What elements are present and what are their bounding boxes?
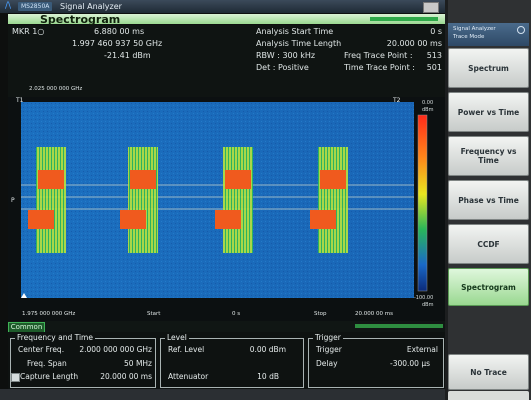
- level-group[interactable]: Level Ref. Level 0.00 dBm Attenuator 10 …: [160, 333, 304, 388]
- header-status-bar: [370, 17, 438, 21]
- detector-readout: Det : Positive: [256, 63, 309, 72]
- trace-marker-t2: T2: [393, 97, 401, 104]
- span-label: Freq. Span: [27, 359, 67, 368]
- softkey-spectrogram[interactable]: Spectrogram: [448, 268, 529, 306]
- softkey-no-trace[interactable]: No Trace: [448, 354, 529, 390]
- measurement-header: Spectrogram: [8, 13, 445, 26]
- center-freq-label: Center Freq.: [18, 345, 65, 354]
- gear-icon[interactable]: [517, 26, 525, 34]
- frequency-time-title: Frequency and Time: [15, 333, 95, 342]
- softkey-power-vs-time[interactable]: Power vs Time: [448, 92, 529, 132]
- marker-readout: MKR 1○ 6.880 00 ms 1.997 460 937 50 GHz …: [8, 25, 445, 97]
- trigger-value: External: [406, 345, 438, 354]
- marker-frequency: 1.997 460 937 50 GHz: [72, 39, 163, 48]
- start-marker-icon: [21, 293, 27, 298]
- softkey-divider: [445, 0, 448, 400]
- common-status-bar: [355, 324, 443, 328]
- softkey-bottom-tab[interactable]: [448, 391, 529, 400]
- marker-time: 6.880 00 ms: [94, 27, 145, 36]
- spectrogram-canvas[interactable]: [8, 97, 445, 321]
- trace-marker-t1: T1: [16, 97, 24, 104]
- settings-panel: Frequency and Time Center Freq. 2.000 00…: [8, 332, 445, 389]
- delay-value: -300.00 µs: [389, 359, 430, 368]
- softkey-phase-vs-time[interactable]: Phase vs Time: [448, 180, 529, 220]
- window-controls-icon[interactable]: [423, 2, 439, 13]
- analysis-start-time-label: Analysis Start Time: [256, 27, 334, 36]
- measurement-title: Spectrogram: [40, 13, 121, 26]
- spectrogram-noise: [21, 102, 414, 298]
- level-title: Level: [165, 333, 189, 342]
- burst-group-4: [310, 147, 348, 253]
- scale-top-unit: dBm: [422, 107, 434, 113]
- ref-level-label: Ref. Level: [168, 345, 205, 354]
- top-frequency-label: 2.025 000 000 GHz: [29, 86, 83, 92]
- delay-label: Delay: [316, 359, 338, 368]
- capture-length-label: Capture Length: [20, 372, 79, 381]
- common-header: [8, 321, 445, 332]
- left-p-label: P: [11, 197, 15, 204]
- softkey-header: Signal Analyzer Trace Mode: [448, 23, 529, 46]
- x-stop-time: 20.000 00 ms: [355, 311, 393, 317]
- window-title: Signal Analyzer: [60, 2, 122, 11]
- time-trace-point-value: 501: [426, 63, 442, 72]
- freq-trace-point-value: 513: [426, 51, 442, 60]
- burst-group-1: [28, 147, 66, 253]
- anritsu-logo-icon: /\: [5, 1, 12, 11]
- trigger-label: Trigger: [316, 345, 342, 354]
- capture-length-checkbox-icon[interactable]: [11, 373, 20, 382]
- ref-level-value: 0.00 dBm: [249, 345, 286, 354]
- color-scale-bar: [417, 114, 428, 292]
- burst-group-2: [120, 147, 158, 253]
- attenuator-label: Attenuator: [168, 372, 209, 381]
- trigger-group[interactable]: Trigger Trigger External Delay -300.00 µ…: [308, 333, 444, 388]
- center-freq-value: 2.000 000 000 GHz: [79, 345, 152, 354]
- scale-bottom-unit: dBm: [422, 302, 434, 308]
- softkey-header-subtitle: Trace Mode: [453, 34, 485, 40]
- softkey-ccdf[interactable]: CCDF: [448, 224, 529, 264]
- time-trace-point-label: Time Trace Point :: [344, 63, 415, 72]
- marker-level: -21.41 dBm: [104, 51, 151, 60]
- span-value: 50 MHz: [124, 359, 152, 368]
- spectrogram-plot[interactable]: T1 T2 P 0.00 dBm -100.00 dBm 1.975 000 0…: [8, 97, 445, 321]
- freq-trace-point-label: Freq Trace Point :: [344, 51, 413, 60]
- window-title-bar: /\ MS2850A Signal Analyzer: [0, 0, 445, 13]
- rbw-readout: RBW : 300 kHz: [256, 51, 316, 60]
- frequency-time-group[interactable]: Frequency and Time Center Freq. 2.000 00…: [10, 333, 156, 388]
- x-start-label: Start: [147, 311, 161, 317]
- analysis-time-length-label: Analysis Time Length: [256, 39, 342, 48]
- x-zero-label: 0 s: [232, 311, 241, 317]
- trigger-title: Trigger: [313, 333, 343, 342]
- x-stop-label: Stop: [314, 311, 327, 317]
- analysis-time-length-value: 20.000 00 ms: [386, 39, 442, 48]
- marker-label: MKR 1○: [12, 27, 45, 36]
- capture-length-value: 20.000 00 ms: [100, 372, 152, 381]
- bottom-status-bar: [0, 389, 445, 400]
- x-start-frequency: 1.975 000 000 GHz: [22, 311, 76, 317]
- softkey-header-title: Signal Analyzer: [453, 26, 496, 32]
- scale-bottom-value: -100.00: [414, 295, 434, 301]
- attenuator-value: 10 dB: [257, 372, 279, 381]
- softkey-panel: Signal Analyzer Trace Mode Spectrum Powe…: [445, 0, 531, 400]
- softkey-spectrum[interactable]: Spectrum: [448, 48, 529, 88]
- analysis-start-time-value: 0 s: [430, 27, 442, 36]
- app-badge: MS2850A: [18, 2, 53, 11]
- softkey-frequency-vs-time[interactable]: Frequency vs Time: [448, 136, 529, 176]
- scale-top-value: 0.00: [422, 100, 434, 106]
- burst-group-3: [215, 147, 253, 253]
